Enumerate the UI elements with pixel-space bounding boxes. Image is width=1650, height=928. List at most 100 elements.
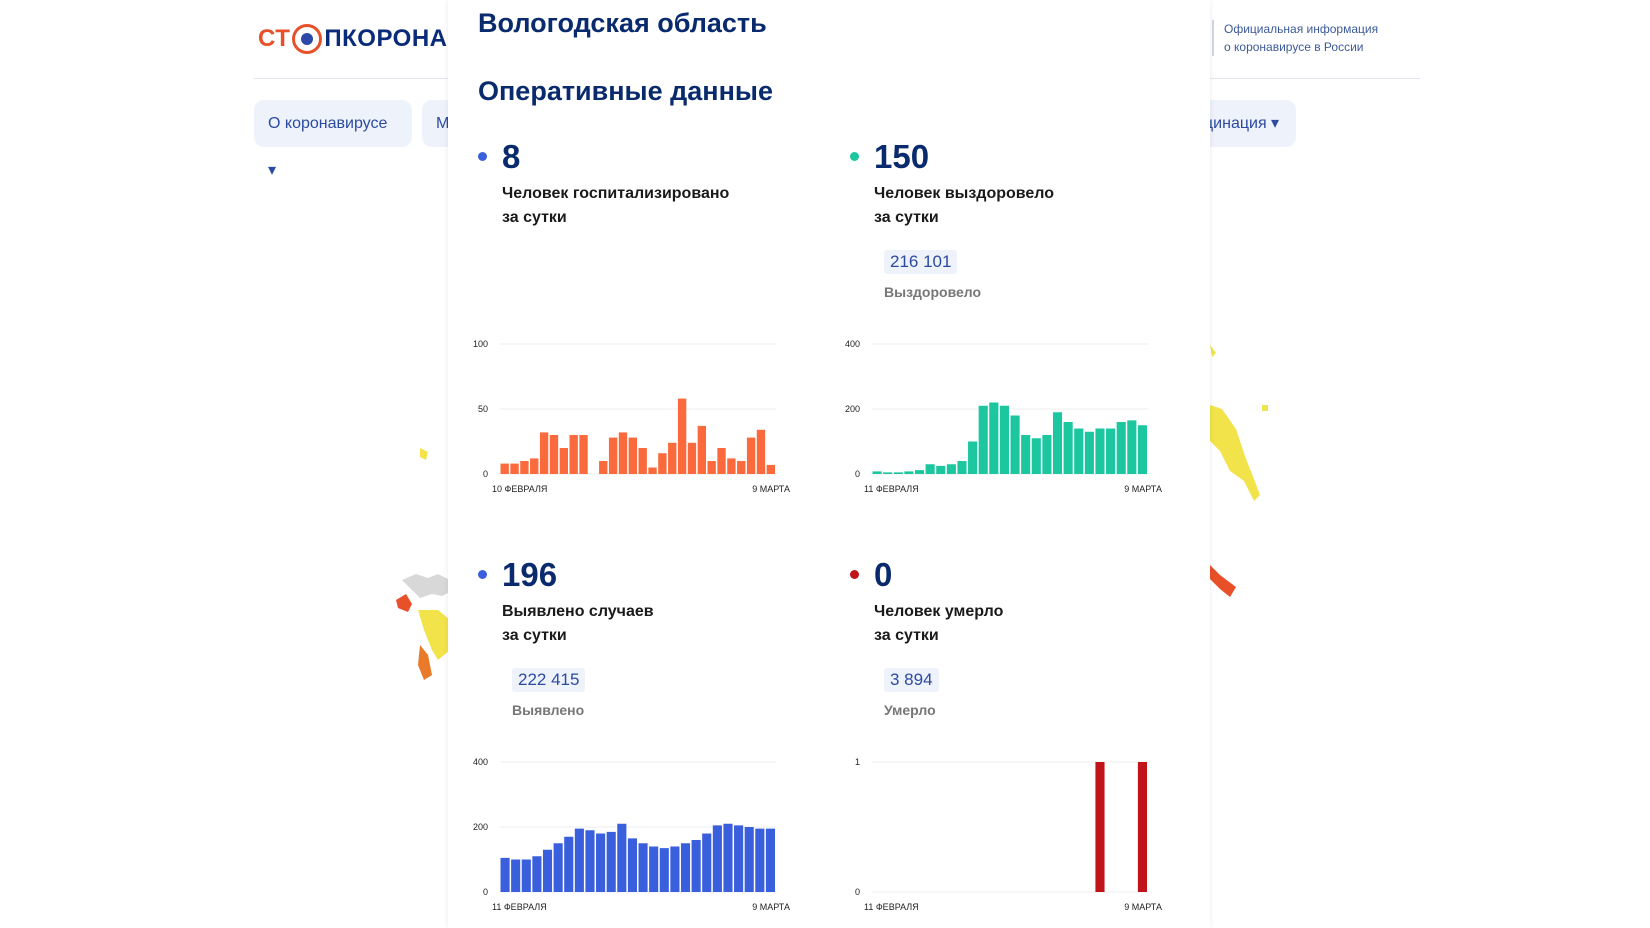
bullet-dot xyxy=(478,570,487,579)
stat-total: 216 101 xyxy=(884,250,958,274)
bullet-dot xyxy=(478,152,487,161)
stat-description-line1: Человек госпитализировано xyxy=(502,185,730,202)
bar xyxy=(530,458,539,474)
nav-about-button[interactable]: О коронавирусе ▾ xyxy=(254,100,412,179)
bar xyxy=(618,432,628,474)
bar xyxy=(968,441,978,474)
bar xyxy=(1042,435,1052,474)
x-end-label: 9 МАРТА xyxy=(752,484,790,494)
bar xyxy=(553,843,563,892)
bar xyxy=(1095,428,1105,474)
bar xyxy=(893,472,903,474)
region-title: Вологодская область xyxy=(478,8,767,38)
stat-value: 8 xyxy=(502,138,521,175)
bar xyxy=(500,463,509,474)
detected-chart: 0 200 400 11 ФЕВРАЛЯ 9 МАРТА xyxy=(473,757,790,912)
virus-icon xyxy=(292,24,323,54)
stat-description-line1: Человек выздоровело xyxy=(874,185,1055,202)
bar xyxy=(1106,428,1116,474)
bar xyxy=(1074,428,1084,474)
bar xyxy=(500,857,510,892)
x-start-label: 10 ФЕВРАЛЯ xyxy=(492,484,547,494)
stat-description: Выявлено случаев за сутки xyxy=(502,600,762,648)
bar xyxy=(1137,762,1147,892)
bar xyxy=(914,470,925,474)
map-fragment-right xyxy=(1210,345,1268,597)
official-info: Официальная информация о коронавирусе в … xyxy=(1212,20,1378,56)
bar xyxy=(936,465,946,474)
official-line-2: о коронавирусе в России xyxy=(1224,40,1364,54)
bar xyxy=(542,849,553,892)
stat-value: 150 xyxy=(874,138,930,175)
bar xyxy=(756,429,766,474)
bar xyxy=(638,448,647,474)
bar xyxy=(755,828,765,892)
bar xyxy=(1010,415,1020,474)
bar xyxy=(766,464,775,474)
bar xyxy=(737,461,746,474)
stat-description-line2: за сутки xyxy=(874,627,939,644)
stat-description-line2: за сутки xyxy=(874,209,939,226)
bar xyxy=(723,823,733,892)
logo-text-a: СТ xyxy=(258,25,291,52)
bar xyxy=(579,435,588,474)
region-panel: Вологодская область Оперативные данные 8… xyxy=(448,0,1210,928)
y-tick-label: 0 xyxy=(483,469,488,479)
bar xyxy=(638,843,648,892)
stat-description: Человек умерло за сутки xyxy=(874,600,1134,648)
bar xyxy=(510,463,519,474)
stat-total-label: Выздоровело xyxy=(884,284,982,300)
x-end-label: 9 МАРТА xyxy=(1124,484,1162,494)
bar xyxy=(957,461,967,474)
bar xyxy=(717,448,726,474)
bar xyxy=(596,833,606,892)
bar xyxy=(1095,762,1105,892)
stat-description-line2: за сутки xyxy=(502,627,567,644)
y-tick-label: 0 xyxy=(855,887,860,897)
y-tick-label: 400 xyxy=(845,339,860,349)
bar xyxy=(707,461,716,474)
x-start-label: 11 ФЕВРАЛЯ xyxy=(864,484,919,494)
stat-description-line1: Выявлено случаев xyxy=(502,603,654,620)
bullet-dot xyxy=(850,152,859,161)
bar xyxy=(549,435,559,474)
y-tick-label: 1 xyxy=(855,757,860,767)
x-start-label: 11 ФЕВРАЛЯ xyxy=(864,902,919,912)
bar xyxy=(608,437,618,474)
map-fragment-left xyxy=(396,448,454,680)
x-start-label: 11 ФЕВРАЛЯ xyxy=(492,902,547,912)
bar xyxy=(999,405,1009,474)
bar xyxy=(946,464,956,474)
bar xyxy=(691,840,701,892)
stat-description: Человек госпитализировано за сутки xyxy=(502,182,762,230)
stat-value: 196 xyxy=(502,556,558,593)
bar xyxy=(658,453,667,474)
bar xyxy=(989,402,999,474)
bar xyxy=(606,831,616,892)
stat-value: 0 xyxy=(874,556,893,593)
bar xyxy=(727,458,736,474)
stat-description-line2: за сутки xyxy=(502,209,567,226)
bar xyxy=(744,827,754,892)
bar xyxy=(1021,435,1031,474)
y-tick-label: 200 xyxy=(845,404,860,414)
bar xyxy=(765,828,775,892)
bar xyxy=(904,471,914,474)
bar xyxy=(1063,422,1073,474)
official-line-1: Официальная информация xyxy=(1224,22,1379,36)
y-tick-label: 200 xyxy=(473,822,488,832)
bar xyxy=(627,838,637,892)
stat-total-label: Выявлено xyxy=(512,702,585,718)
bar xyxy=(569,435,578,474)
bar xyxy=(687,442,697,474)
y-tick-label: 0 xyxy=(483,887,488,897)
bar xyxy=(978,405,988,474)
bar xyxy=(1052,412,1063,474)
bar xyxy=(680,843,691,892)
bar xyxy=(617,823,627,892)
bar xyxy=(559,448,568,474)
bar xyxy=(925,464,935,474)
hospitalized-chart: 0 50 100 10 ФЕВРАЛЯ 9 МАРТА xyxy=(473,339,790,494)
bar xyxy=(702,833,712,892)
bar xyxy=(539,432,549,474)
